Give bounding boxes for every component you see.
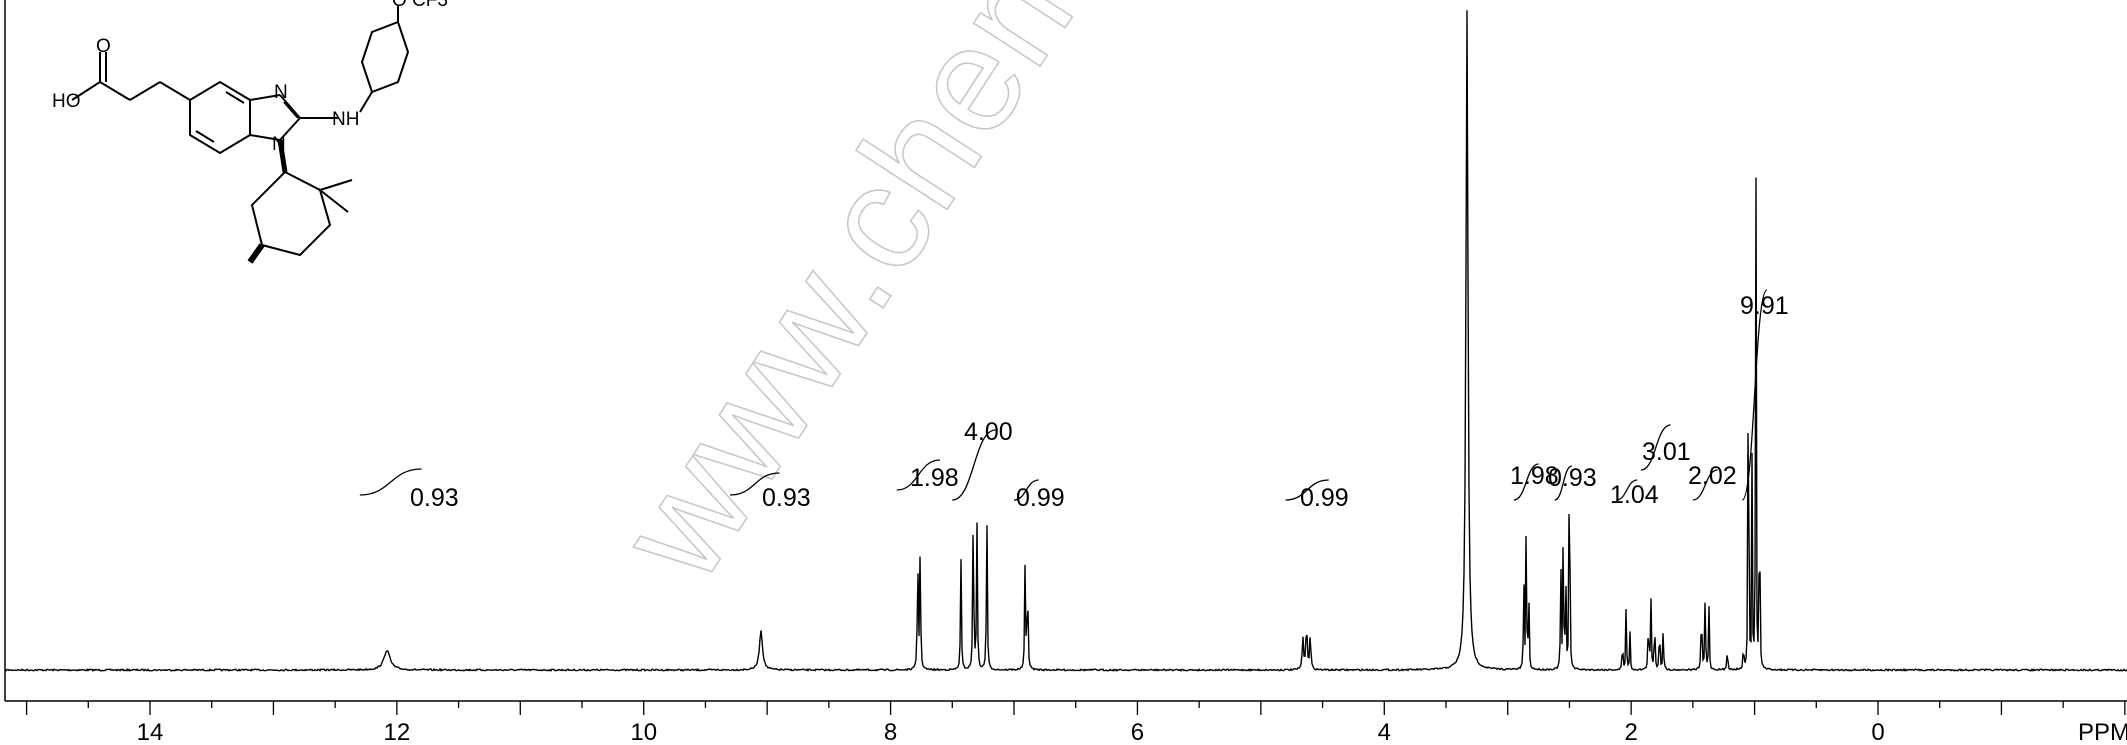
integral-curve [1013,479,1039,501]
integral-curve [952,429,996,501]
watermark-text: www.chemieter [585,0,1294,608]
integral-label: 1.98 [1510,462,1559,490]
integral-curve [730,472,780,496]
structure-label-n-lower: N [272,134,286,155]
integral-curve [1692,469,1718,501]
peak-point [1704,590,1706,592]
x-tick-label: 14 [137,719,164,745]
peak-point [1662,623,1664,625]
structure-labels: HO O N N NH O CF3 [52,0,448,155]
peak-point [1528,563,1530,565]
x-tick-label: 0 [1871,719,1884,745]
structure-label-carbonyl-o: O [96,36,111,57]
peak-point [1708,603,1710,605]
structure-label-ho: HO [52,91,81,112]
x-tick-label: 4 [1378,719,1391,745]
watermark: www.chemieter [585,0,1296,609]
x-tick-label: 2 [1624,719,1637,745]
integral-label: 1.98 [910,464,959,492]
integral-label: 3.01 [1642,438,1691,466]
peak-point [960,557,962,559]
peak-point [1742,629,1744,631]
peak-point [1622,629,1624,631]
peak-point [1650,596,1652,598]
x-tick-label: 6 [1131,719,1144,745]
integral-curve [896,459,940,491]
peak-marks [386,0,1761,651]
integral-label: 0.99 [1016,484,1065,512]
x-axis-label: PPM [2078,719,2127,745]
peak-point [1647,610,1649,612]
peak-point [1747,42,1749,44]
peak-point [1700,590,1702,592]
chemical-structure [71,5,410,264]
structure-label-ether-o: O [392,0,407,11]
x-tick-label: 10 [630,719,657,745]
peak-point [1568,220,1570,222]
peak-point [972,497,974,499]
integral-label: 9.91 [1740,292,1789,320]
integral-curve [1285,479,1329,501]
peak-point [1625,590,1627,592]
peak-point [1560,544,1562,546]
spectrum-trace [4,10,2127,672]
peak-point [919,544,921,546]
peak-point [1562,497,1564,499]
integral-curve [1640,424,1671,471]
integral-label: 0.93 [410,484,459,512]
peak-point [1659,616,1661,618]
x-tick-label: 12 [384,719,411,745]
integral-curve [1741,289,1768,501]
x-axis-tick-labels: 14 12 10 8 6 4 2 0 [137,719,1885,745]
integral-curve [1554,465,1573,501]
peak-point [1629,629,1631,631]
structure-label-n-upper: N [274,82,288,103]
x-axis-ticks [25,701,2126,715]
x-tick-label: 8 [884,719,897,745]
integral-label: 0.93 [1548,464,1597,492]
integral-label: 4.00 [964,418,1013,446]
peak-point [1306,623,1308,625]
peak-point [1523,557,1525,559]
structure-label-cf3: CF3 [412,0,448,11]
peak-point [917,550,919,552]
integral-label: 2.02 [1688,462,1737,490]
peak-point [1525,491,1527,493]
integral-label: 0.93 [762,484,811,512]
structure-label-nh: NH [332,109,359,130]
peak-point [1654,610,1656,612]
peak-point [986,511,988,513]
integral-curve [359,468,422,496]
integral-curve [1513,463,1539,501]
peak-point [1726,636,1728,638]
peak-point [1565,550,1567,552]
integral-curve [1616,479,1638,501]
integral-label: 0.99 [1300,484,1349,512]
peak-point [1027,570,1029,572]
integral-label: 1.04 [1610,481,1659,509]
integral-curves: 0.93 0.931.984.000.99 0.991.980.931.043.01… [359,289,1789,512]
